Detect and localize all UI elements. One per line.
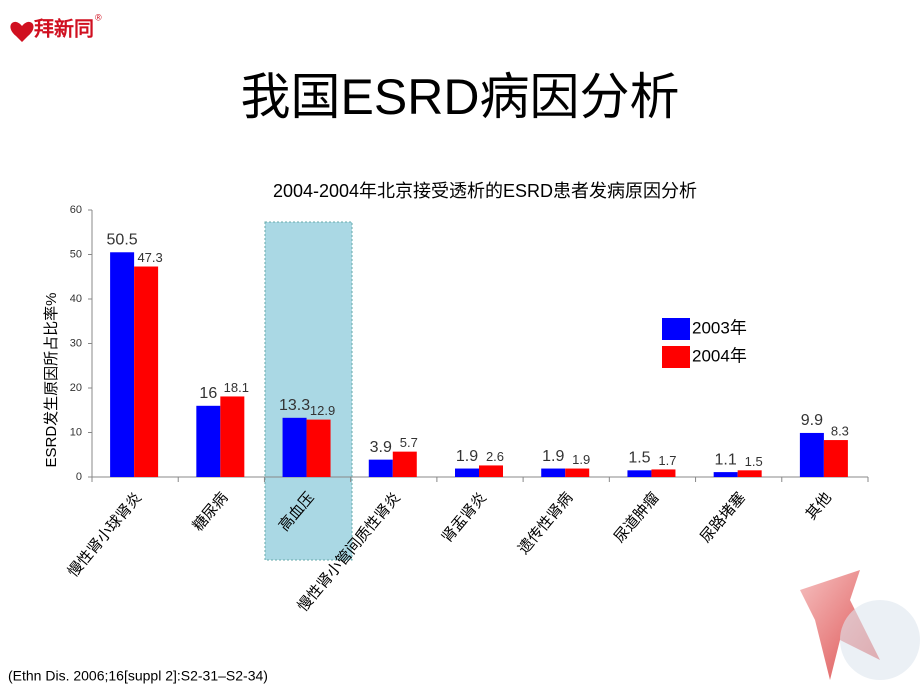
logo-text: 拜新同: [34, 16, 94, 40]
y-tick-label: 60: [70, 204, 82, 216]
bar: [737, 470, 762, 477]
bar: [220, 396, 245, 477]
y-axis-label: ESRD发生原因所占比率%: [43, 292, 60, 467]
y-tick-label: 10: [70, 426, 82, 438]
value-label: 12.9: [310, 403, 335, 418]
y-tick-label: 40: [70, 293, 82, 305]
value-label: 16: [199, 385, 217, 402]
value-label: 13.3: [279, 397, 310, 414]
value-label: 18.1: [224, 380, 249, 395]
bar: [455, 468, 479, 477]
value-label: 3.9: [370, 439, 392, 456]
highlight-box: [264, 221, 353, 561]
x-tick-label: 肾盂肾炎: [438, 489, 490, 547]
bar: [196, 405, 221, 477]
value-label: 9.9: [801, 412, 823, 429]
slide-title: 我国ESRD病因分析: [241, 69, 680, 125]
value-label: 1.9: [456, 448, 478, 465]
bar: [799, 432, 824, 477]
decor-arrow: [800, 570, 880, 680]
value-label: 1.1: [715, 451, 737, 468]
x-tick-label: 糖尿病: [189, 489, 232, 535]
value-label: 1.9: [572, 452, 590, 467]
bar: [392, 451, 417, 477]
bar: [479, 465, 503, 477]
legend-swatch: [662, 346, 690, 368]
value-label: 5.7: [400, 435, 418, 450]
y-tick-label: 50: [70, 248, 82, 260]
bar: [627, 470, 652, 477]
bar: [110, 252, 135, 477]
value-label: 47.3: [137, 250, 162, 265]
bar: [134, 266, 159, 477]
bar: [651, 469, 676, 477]
legend-swatch: [662, 318, 690, 340]
bar: [541, 468, 566, 477]
legend-label: 2004年: [692, 346, 747, 365]
logo-heart: [10, 21, 34, 42]
y-tick-label: 20: [70, 382, 82, 394]
bar: [713, 472, 738, 477]
chart-title: 2004-2004年北京接受透析的ESRD患者发病原因分析: [273, 181, 697, 201]
logo-mark: ®: [95, 12, 102, 22]
bar: [565, 468, 590, 477]
x-tick-label: 尿道肿瘤: [610, 489, 662, 547]
bar: [282, 417, 307, 477]
y-tick-label: 30: [70, 337, 82, 349]
x-tick-label: 其他: [802, 489, 835, 524]
value-label: 8.3: [831, 424, 849, 439]
x-tick-label: 慢性肾小球肾炎: [64, 489, 145, 581]
value-label: 2.6: [486, 449, 504, 464]
value-label: 1.5: [628, 450, 650, 467]
bar: [306, 419, 331, 477]
x-tick-label: 遗传性肾病: [514, 489, 576, 558]
legend-label: 2003年: [692, 318, 747, 337]
value-label: 50.5: [107, 231, 138, 248]
value-label: 1.9: [542, 448, 564, 465]
bar: [368, 459, 393, 477]
bar: [823, 440, 848, 477]
decor-globe: [840, 600, 920, 680]
y-tick-label: 0: [76, 471, 82, 483]
citation: (Ethn Dis. 2006;16[suppl 2]:S2-31–S2-34): [8, 668, 268, 684]
value-label: 1.7: [658, 453, 676, 468]
value-label: 1.5: [745, 454, 763, 469]
x-tick-label: 尿路堵塞: [696, 489, 748, 547]
